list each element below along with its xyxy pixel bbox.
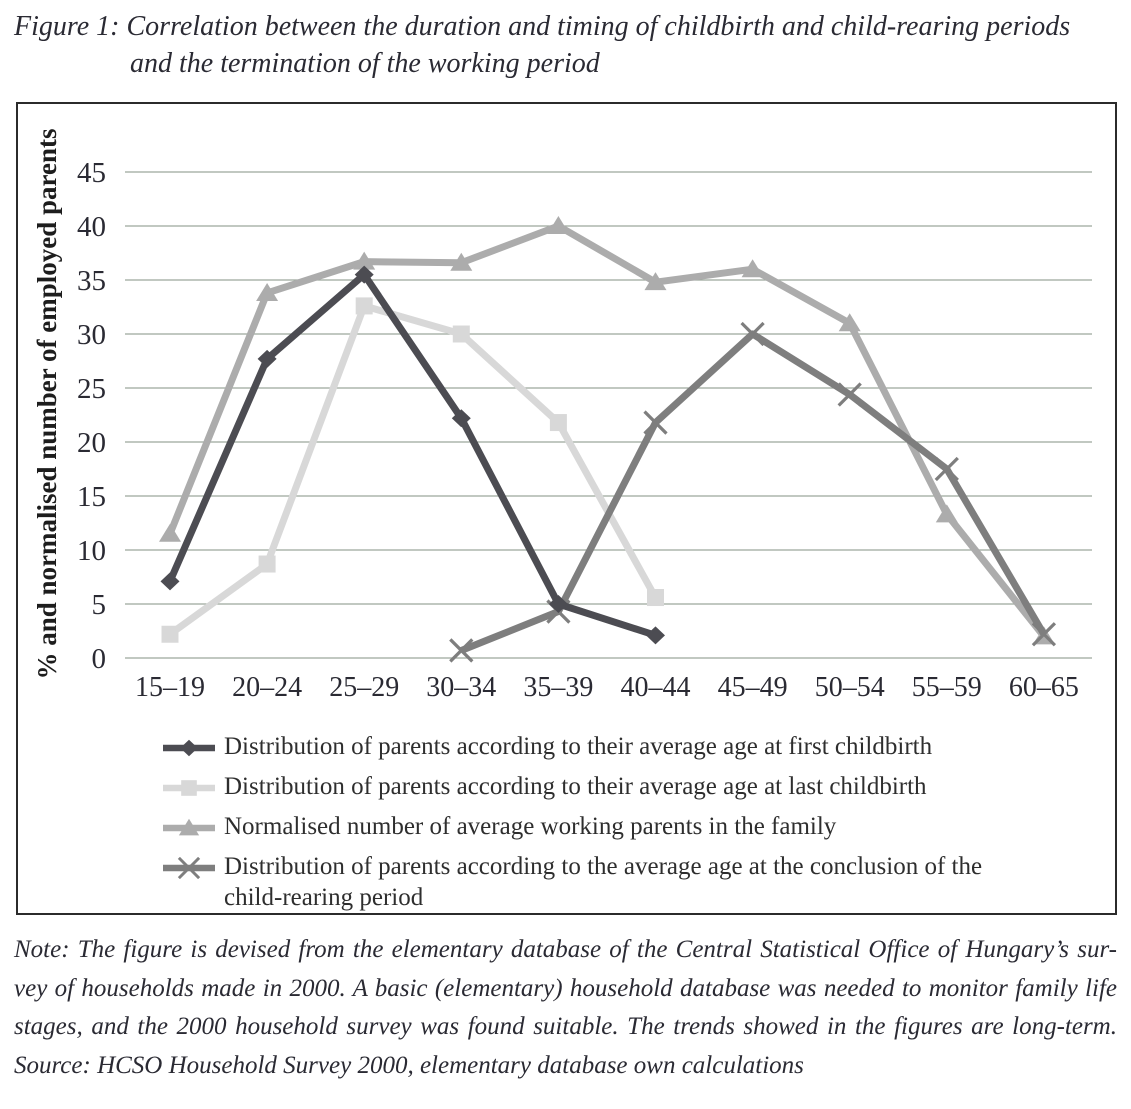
x-legend-key-icon xyxy=(163,857,215,879)
x-marker-icon xyxy=(1031,622,1057,647)
chart-legend: Distribution of parents according to the… xyxy=(163,731,1105,922)
square-marker-icon xyxy=(647,589,664,607)
x-tick-label: 20–24 xyxy=(232,672,302,703)
triangle-marker-icon xyxy=(450,252,473,271)
square-marker-icon xyxy=(161,625,179,643)
series-x xyxy=(449,321,1057,663)
note-line: stages, and the 2000 household survey wa… xyxy=(14,1013,1117,1040)
diamond-marker-icon xyxy=(257,349,277,368)
legend-item: Distribution of parents according to the… xyxy=(163,851,1105,913)
x-marker-icon xyxy=(643,410,668,435)
gridlines xyxy=(125,171,1092,659)
x-tick-label: 50–54 xyxy=(815,672,885,703)
y-tick-label: 5 xyxy=(92,589,107,621)
triangle-marker-icon xyxy=(935,504,958,523)
note-line: Note: The figure is devised from the ele… xyxy=(14,936,1117,963)
x-tick-label: 55–59 xyxy=(912,672,982,703)
x-marker-icon xyxy=(837,382,862,407)
figure-title: Figure 1: Correlation between the durati… xyxy=(14,8,1125,82)
legend-label: Distribution of parents according to the… xyxy=(224,733,933,760)
square-legend-key-icon xyxy=(163,780,215,796)
x-tick-label: 25–29 xyxy=(329,672,399,703)
y-tick-label: 40 xyxy=(77,211,106,243)
legend-label: Normalised number of average working par… xyxy=(224,813,837,840)
x-axis-tick-labels: 15–19 20–24 25–29 30–34 35–39 40–44 45–49 50–54… xyxy=(135,672,1079,703)
triangle-marker-icon xyxy=(547,216,570,234)
x-tick-label: 45–49 xyxy=(718,672,788,703)
x-marker-icon xyxy=(177,857,201,879)
diamond-marker-icon xyxy=(354,265,374,284)
x-tick-label: 60–65 xyxy=(1009,672,1079,703)
figure-title-line2: and the termination of the working perio… xyxy=(130,48,600,79)
y-tick-label: 15 xyxy=(77,481,106,513)
figure-title-line1: Figure 1: Correlation between the durati… xyxy=(14,11,1071,42)
square-marker-icon xyxy=(181,780,197,796)
y-axis-tick-labels: 0 5 10 15 20 25 30 35 40 45 xyxy=(77,157,106,675)
diamond-legend-key-icon xyxy=(163,739,215,757)
x-marker-icon xyxy=(934,456,959,482)
legend-item: Distribution of parents according to the… xyxy=(163,771,1105,802)
y-tick-label: 20 xyxy=(77,427,106,459)
x-tick-label: 35–39 xyxy=(523,672,593,703)
note-source-line: Source: HCSO Household Survey 2000, elem… xyxy=(14,1051,804,1079)
line-chart: 0 5 10 15 20 25 30 35 40 45 15–19 20–24 25–29 30–34 35… xyxy=(32,128,1092,703)
diamond-marker-icon xyxy=(548,595,568,613)
diamond-marker-icon xyxy=(451,409,471,428)
y-tick-label: 10 xyxy=(77,535,106,567)
x-tick-label: 30–34 xyxy=(426,672,496,703)
y-tick-label: 25 xyxy=(77,373,106,405)
triangle-legend-key-icon xyxy=(163,818,215,836)
x-marker-icon xyxy=(740,321,765,347)
y-tick-label: 35 xyxy=(77,265,106,297)
y-axis-title: % and normalised number of employed pare… xyxy=(32,128,62,679)
legend-item: Distribution of parents according to the… xyxy=(163,731,1105,762)
chart-frame: 0 5 10 15 20 25 30 35 40 45 15–19 20–24 25–29 30–34 35… xyxy=(16,102,1117,915)
y-tick-label: 0 xyxy=(92,643,107,675)
triangle-marker-icon xyxy=(838,313,861,332)
series-diamond xyxy=(160,265,665,645)
x-tick-label: 40–44 xyxy=(621,672,691,703)
x-tick-label: 15–19 xyxy=(135,672,205,703)
square-marker-icon xyxy=(258,555,276,573)
y-tick-label: 45 xyxy=(77,157,106,189)
note-line: vey of households made in 2000. A basic … xyxy=(14,974,1117,1002)
square-marker-icon xyxy=(355,297,373,315)
diamond-marker-icon xyxy=(646,626,665,645)
figure-note: Note: The figure is devised from the ele… xyxy=(14,931,1117,1085)
legend-label: Distribution of parents according to the… xyxy=(224,773,927,800)
series-triangle xyxy=(159,216,1055,645)
diamond-marker-icon xyxy=(180,739,198,757)
legend-label: Distribution of parents according to the… xyxy=(224,853,983,911)
y-tick-label: 30 xyxy=(77,319,106,351)
diamond-marker-icon xyxy=(160,572,180,591)
x-marker-icon xyxy=(449,638,474,663)
triangle-marker-icon xyxy=(178,818,200,836)
legend-item: Normalised number of average working par… xyxy=(163,811,1105,842)
triangle-marker-icon xyxy=(353,251,376,270)
square-marker-icon xyxy=(452,325,470,343)
triangle-marker-icon xyxy=(159,523,181,542)
square-marker-icon xyxy=(549,414,567,432)
triangle-marker-icon xyxy=(256,282,279,301)
triangle-marker-icon xyxy=(741,259,764,278)
series-square xyxy=(161,297,664,643)
triangle-marker-icon xyxy=(644,272,667,291)
